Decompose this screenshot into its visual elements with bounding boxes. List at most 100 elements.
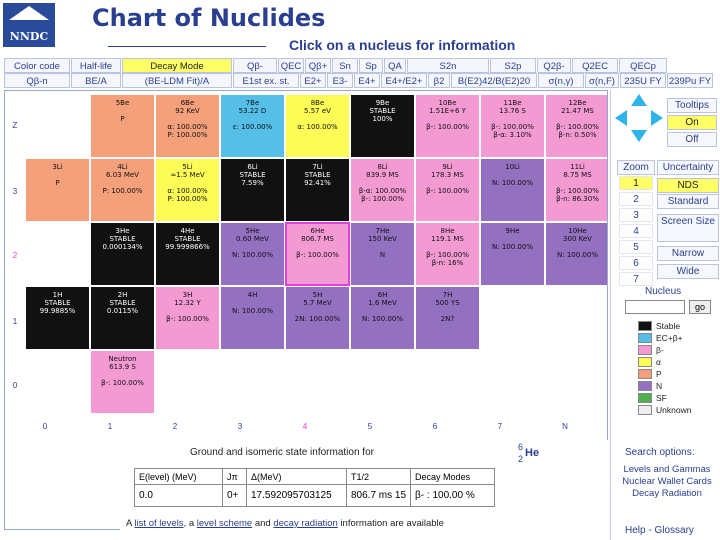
nuclide-info-line: β-: 100.00% [426,251,469,259]
nuclide-cell-8he[interactable]: 8He 119.1 MS β-: 100.00% β-n: 16% [415,222,480,286]
nuclide-cell-9li[interactable]: 9Li 178.3 MS β-: 100.00% [415,158,480,222]
nuclide-cell-4li[interactable]: 4Li 6.03 MeV P: 100.00% [90,158,155,222]
nuclide-cell-4he[interactable]: 4He STABLE 99.999866% [155,222,220,286]
mode-option-row2-6[interactable]: E4+ [354,73,380,88]
mode-option-row2-11[interactable]: σ(n,F) [585,73,619,88]
zoom-level-4[interactable]: 4 [619,224,653,238]
mode-option-row1-4[interactable]: QEC [278,58,304,73]
arrow-left-icon[interactable] [615,110,627,126]
nuclide-info-line: 5.7 MeV [303,299,332,307]
nuclear-wallet-cards-link[interactable]: Nuclear Wallet Cards [622,476,712,487]
mode-option-row1-3[interactable]: Qβ- [233,58,277,73]
nuclide-cell-11be[interactable]: 11Be 13.76 S β-: 100.00% β-α: 3.10% [480,94,545,158]
mode-option-row2-8[interactable]: β2 [428,73,450,88]
mode-option-row2-2[interactable]: (BE-LDM Fit)/A [122,73,232,88]
nuclide-cell-4h[interactable]: 4H N: 100.00% [220,286,285,350]
nuclide-cell-2h[interactable]: 2H STABLE 0.0115% [90,286,155,350]
wide-button[interactable]: Wide [657,264,719,279]
legend-swatch [638,381,652,391]
standard-uncertainty-button[interactable]: Standard [657,194,719,209]
zoom-level-2[interactable]: 2 [619,192,653,206]
mode-option-row2-1[interactable]: BE/A [71,73,121,88]
nuclide-info-line: STABLE [239,171,266,179]
mode-option-row1-6[interactable]: Sn [332,58,358,73]
nuclide-cell-1h[interactable]: 1H STABLE 99.9885% [25,286,90,350]
nuclide-cell-7h[interactable]: 7H 500 YS 2N? [415,286,480,350]
arrow-right-icon[interactable] [651,110,663,126]
nuclide-cell-6be[interactable]: 6Be 92 KeV α: 100.00% P: 100.00% [155,94,220,158]
mode-option-row2-13[interactable]: 239Pu FY [667,73,713,88]
mode-option-row2-9[interactable]: B(E2)42/B(E2)20 [451,73,537,88]
go-button[interactable]: go [689,300,711,314]
decay-mode-legend: Stable EC+β+ β-α P N SF Unknown [638,320,710,416]
mode-option-row2-10[interactable]: σ(n,γ) [538,73,584,88]
arrow-up-icon[interactable] [631,94,647,106]
list-of-levels-link[interactable]: list of levels [134,518,184,529]
mode-option-row2-12[interactable]: 235U FY [620,73,666,88]
mode-option-row1-10[interactable]: S2p [490,58,536,73]
zoom-level-6[interactable]: 6 [619,256,653,270]
nucleus-search-input[interactable] [625,300,685,314]
zoom-level-3[interactable]: 3 [619,208,653,222]
nuclide-cell-9be[interactable]: 9Be STABLE 100% [350,94,415,158]
nuclide-cell-9he[interactable]: 9He N: 100.00% [480,222,545,286]
zoom-level-1[interactable]: 1 [619,176,653,190]
nuclide-cell-3li[interactable]: 3Li P [25,158,90,222]
mode-option-row1-1[interactable]: Half-life [71,58,121,73]
nuclide-cell-10be[interactable]: 10Be 1.51E+6 Y β-: 100.00% [415,94,480,158]
nuclide-cell-8li[interactable]: 8Li 839.9 MS β-α: 100.00% β-: 100.00% [350,158,415,222]
mode-option-row1-2[interactable]: Decay Mode [122,58,232,73]
nuclide-cell-5he[interactable]: 5He 0.60 MeV N: 100.00% [220,222,285,286]
nuclide-cell-10li[interactable]: 10Li N: 100.00% [480,158,545,222]
nuclide-cell-6he[interactable]: 6He 806.7 MS β-: 100.00% [285,222,350,286]
decay-radiation-search-link[interactable]: Decay Radiation [632,488,702,499]
nuclide-cell-6li[interactable]: 6Li STABLE 7.59% [220,158,285,222]
tooltips-on-button[interactable]: On [667,115,717,130]
nuclide-cell-3h[interactable]: 3H 12.32 Y β-: 100.00% [155,286,220,350]
nuclide-cell-10he[interactable]: 10He 300 KeV N: 100.00% [545,222,607,286]
nuclide-info-line: β-: 100.00% [556,123,599,131]
nuclide-cell-5li[interactable]: 5Li ≈1.5 MeV α: 100.00% P: 100.00% [155,158,220,222]
nuclide-cell-neutron[interactable]: Neutron 613.9 S β-: 100.00% [90,350,155,414]
mode-option-row1-12[interactable]: Q2EC [572,58,618,73]
mode-option-row2-3[interactable]: E1st ex. st. [233,73,299,88]
mode-option-row1-8[interactable]: QA [384,58,406,73]
help-glossary-link[interactable]: Help - Glossary [625,525,694,536]
nuclide-name: 6Be [180,99,195,107]
mode-option-row2-4[interactable]: E2+ [300,73,326,88]
levels-and-gammas-link[interactable]: Levels and Gammas [623,464,711,475]
mode-option-row1-11[interactable]: Q2β- [537,58,571,73]
zoom-level-5[interactable]: 5 [619,240,653,254]
nuclide-cell-7li[interactable]: 7Li STABLE 92.41% [285,158,350,222]
nds-uncertainty-button[interactable]: NDS [657,178,719,193]
tooltips-off-button[interactable]: Off [667,132,717,147]
narrow-button[interactable]: Narrow [657,246,719,261]
legend-item: β- [638,344,710,356]
mode-option-row2-0[interactable]: Qβ-n [4,73,70,88]
nuclide-cell-7he[interactable]: 7He 150 KeV N [350,222,415,286]
nuclide-cell-3he[interactable]: 3He STABLE 0.000134% [90,222,155,286]
mode-option-row1-5[interactable]: Qβ+ [305,58,331,73]
nuclide-info-line: ε: 100.00% [232,123,273,131]
mode-option-row2-5[interactable]: E3- [327,73,353,88]
mode-option-row1-7[interactable]: Sp [359,58,383,73]
level-scheme-link[interactable]: level scheme [196,518,253,529]
mode-option-row2-7[interactable]: E4+/E2+ [381,73,427,88]
zoom-level-7[interactable]: 7 [619,272,653,286]
nuclide-name: 9Be [375,99,390,107]
nndc-logo[interactable]: NNDC [3,3,55,47]
decay-radiation-link[interactable]: decay radiation [273,518,338,529]
nuclide-cell-11li[interactable]: 11Li 8.75 MS β-: 100.00% β-n: 86.30% [545,158,607,222]
nuclide-info-line: 2N? [440,315,455,323]
nuclide-cell-5be[interactable]: 5Be P [90,94,155,158]
mode-option-row1-0[interactable]: Color code [4,58,70,73]
nuclide-cell-7be[interactable]: 7Be 53.22 D ε: 100.00% [220,94,285,158]
nuclide-cell-6h[interactable]: 6H 1.6 MeV N: 100.00% [350,286,415,350]
arrow-down-icon[interactable] [631,130,647,142]
nuclide-cell-5h[interactable]: 5H 5.7 MeV 2N: 100.00% [285,286,350,350]
mode-option-row1-9[interactable]: S2n [407,58,489,73]
nuclide-cell-8be[interactable]: 8Be 5.57 eV α: 100.00% [285,94,350,158]
mode-option-row1-13[interactable]: QECp [619,58,667,73]
nuclide-info-line [351,179,414,187]
nuclide-cell-12be[interactable]: 12Be 21.47 MS β-: 100.00% β-n: 0.50% [545,94,607,158]
